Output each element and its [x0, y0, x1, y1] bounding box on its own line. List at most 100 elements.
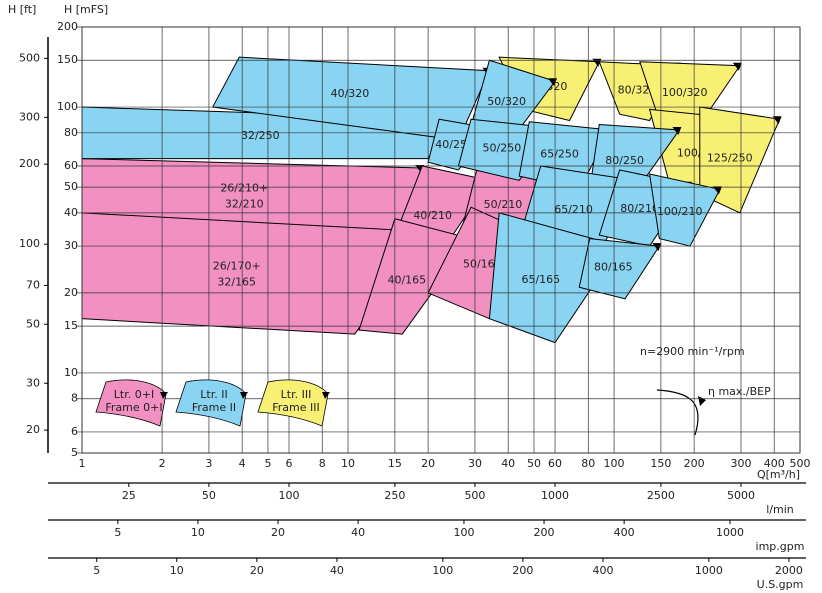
y2-tick-label: 100 — [19, 237, 40, 250]
frame-marker — [322, 392, 330, 399]
flow-tick-label: 1000 — [541, 489, 569, 502]
zone-label: 65/165 — [521, 273, 560, 286]
y-tick-label: 10 — [64, 366, 78, 379]
pump-zone — [578, 238, 661, 300]
x-axis-label: Q[m³/h] — [757, 468, 800, 481]
flow-axis-label: imp.gpm — [756, 540, 805, 553]
flow-tick-label: 5 — [93, 564, 100, 577]
y-tick-label: 20 — [64, 286, 78, 299]
y-tick-label: 60 — [64, 159, 78, 172]
bep-note: η max./BEP — [708, 385, 771, 398]
x-tick-label: 20 — [421, 457, 435, 470]
bep-curve — [656, 389, 699, 436]
x-tick-label: 400 — [764, 457, 785, 470]
flow-tick-label: 100 — [278, 489, 299, 502]
zone-label: 50/250 — [483, 142, 522, 155]
flow-tick-label: 250 — [384, 489, 405, 502]
x-tick-label: 80 — [581, 457, 595, 470]
flow-tick-label: 40 — [330, 564, 344, 577]
curve-end-marker — [652, 243, 662, 252]
x-tick-label: 40 — [501, 457, 515, 470]
flow-tick-label: 400 — [614, 526, 635, 539]
flow-tick-label: 10 — [191, 526, 205, 539]
x-tick-label: 30 — [468, 457, 482, 470]
y2-tick-label: 30 — [26, 376, 40, 389]
x-tick-label: 1 — [79, 457, 86, 470]
zone-label: 80/210 — [620, 202, 659, 215]
y-tick-label: 80 — [64, 126, 78, 139]
flow-tick-label: 10 — [170, 564, 184, 577]
frame-label: Frame 0+I — [105, 401, 162, 414]
flow-axis-label: l/min — [766, 503, 794, 516]
y2-tick-label: 300 — [19, 110, 40, 123]
zone-label: 26/170+ — [213, 259, 261, 272]
x-tick-label: 200 — [684, 457, 705, 470]
flow-axis-label: U.S.gpm — [757, 578, 804, 591]
zones: 65/32080/320100/320100/250125/25026/210+… — [81, 56, 782, 344]
zone-label: 50/165 — [463, 257, 502, 270]
y2-tick-label: 70 — [26, 278, 40, 291]
x-tick-label: 8 — [319, 457, 326, 470]
flow-tick-label: 500 — [464, 489, 485, 502]
y2-tick-label: 50 — [26, 317, 40, 330]
x-tick-label: 100 — [604, 457, 625, 470]
x-tick-label: 150 — [650, 457, 671, 470]
flow-tick-label: 1000 — [695, 564, 723, 577]
curve-end-marker — [712, 186, 722, 195]
y-tick-label: 6 — [71, 425, 78, 438]
flow-tick-label: 100 — [453, 526, 474, 539]
flow-tick-label: 2000 — [775, 564, 803, 577]
plot-frame — [81, 26, 801, 454]
y-axis-label: H [mFS] — [64, 3, 108, 16]
zone-label: 80/320 — [618, 84, 657, 97]
x-tick-label: 6 — [286, 457, 293, 470]
flow-tick-label: 25 — [122, 489, 136, 502]
curve-end-marker — [592, 58, 602, 67]
zone-label: 65/210 — [554, 203, 593, 216]
frame-label: Ltr. 0+I — [114, 388, 154, 401]
zone-label: 40/165 — [387, 273, 426, 286]
y-tick-label: 15 — [64, 319, 78, 332]
y2-tick-label: 200 — [19, 157, 40, 170]
zone-label: 100/210 — [657, 205, 703, 218]
zone-label: 32/250 — [241, 129, 280, 142]
x-tick-label: 15 — [388, 457, 402, 470]
x-tick-label: 10 — [341, 457, 355, 470]
flow-tick-label: 100 — [432, 564, 453, 577]
zone-label: 125/250 — [707, 151, 753, 164]
frame-label: Ltr. II — [200, 388, 227, 401]
flow-tick-label: 20 — [250, 564, 264, 577]
zone-label: 32/210 — [225, 197, 264, 210]
grid — [76, 26, 801, 454]
y2-tick-label: 500 — [19, 51, 40, 64]
y-tick-label: 100 — [57, 100, 78, 113]
y-tick-label: 200 — [57, 20, 78, 33]
flow-tick-label: 2500 — [647, 489, 675, 502]
x-tick-label: 4 — [239, 457, 246, 470]
flow-tick-label: 5000 — [727, 489, 755, 502]
x-tick-label: 50 — [527, 457, 541, 470]
flow-tick-label: 50 — [202, 489, 216, 502]
y-tick-label: 150 — [57, 53, 78, 66]
zone-label: 100/320 — [662, 86, 708, 99]
frame-marker — [240, 392, 248, 399]
flow-tick-label: 20 — [271, 526, 285, 539]
zone-label: 32/165 — [217, 275, 256, 288]
flow-tick-label: 200 — [534, 526, 555, 539]
y-tick-label: 8 — [71, 392, 78, 405]
x-tick-label: 300 — [730, 457, 751, 470]
frame-marker — [160, 392, 168, 399]
y-tick-label: 5 — [71, 446, 78, 459]
curve-end-marker — [732, 62, 742, 71]
zone-label: 40/320 — [331, 87, 370, 100]
flow-tick-label: 5 — [114, 526, 121, 539]
y-tick-label: 30 — [64, 239, 78, 252]
speed-note: n=2900 min⁻¹/rpm — [640, 345, 745, 358]
x-tick-label: 500 — [790, 457, 811, 470]
frame-label: Frame II — [192, 401, 236, 414]
y2-axis-label: H [ft] — [8, 3, 36, 16]
flow-tick-label: 200 — [512, 564, 533, 577]
curve-end-marker — [772, 116, 782, 125]
zone-label: 26/210+ — [220, 181, 268, 194]
